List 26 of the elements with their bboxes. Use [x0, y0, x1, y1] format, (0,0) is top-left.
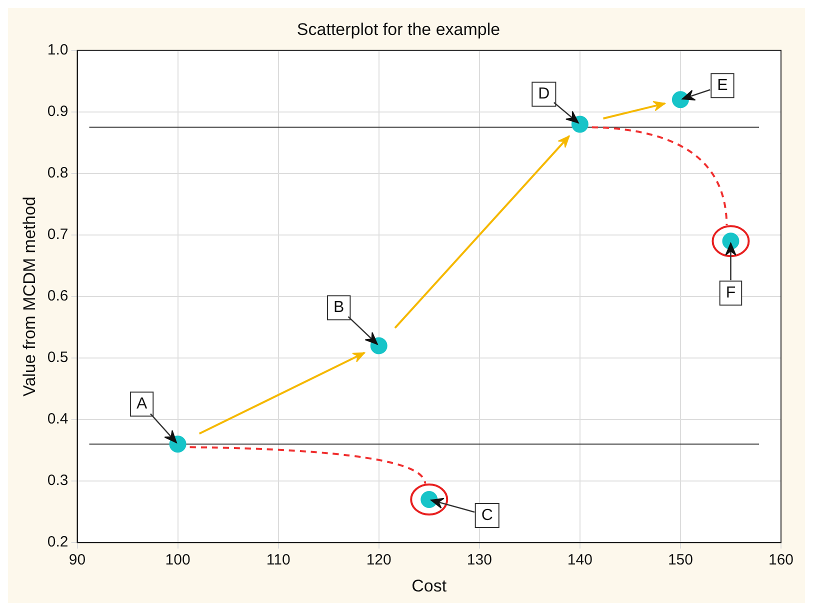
y-tick-label: 0.5 [47, 349, 68, 366]
y-tick-label: 1.0 [47, 42, 68, 59]
x-tick-label: 120 [366, 552, 392, 569]
x-tick-label: 160 [768, 552, 794, 569]
y-tick-label: 0.9 [47, 103, 68, 120]
annotation: F [726, 284, 736, 302]
x-tick-label: 140 [567, 552, 592, 569]
annotation: D [538, 86, 550, 103]
x-tick-label: 110 [266, 552, 290, 569]
y-tick-label: 0.6 [47, 288, 68, 305]
y-tick-label: 0.3 [47, 472, 68, 490]
y-tick-label: 0.2 [47, 534, 68, 551]
x-tick-label: 90 [68, 552, 86, 569]
y-tick-label: 0.4 [47, 410, 68, 428]
x-tick-label: 100 [165, 552, 190, 569]
annotation: A [136, 396, 148, 413]
y-tick-label: 0.7 [47, 226, 68, 244]
y-tick-label: 0.8 [47, 164, 68, 182]
y-axis-title: Value from MCDM method [20, 196, 39, 396]
chart-title: Scatterplot for the example [296, 20, 500, 39]
annotation: B [334, 299, 344, 316]
annotation: C [481, 506, 493, 524]
x-tick-label: 150 [668, 552, 693, 569]
annotation: E [717, 77, 728, 94]
x-tick-label: 130 [466, 552, 492, 569]
x-axis-title: Cost [412, 576, 447, 596]
